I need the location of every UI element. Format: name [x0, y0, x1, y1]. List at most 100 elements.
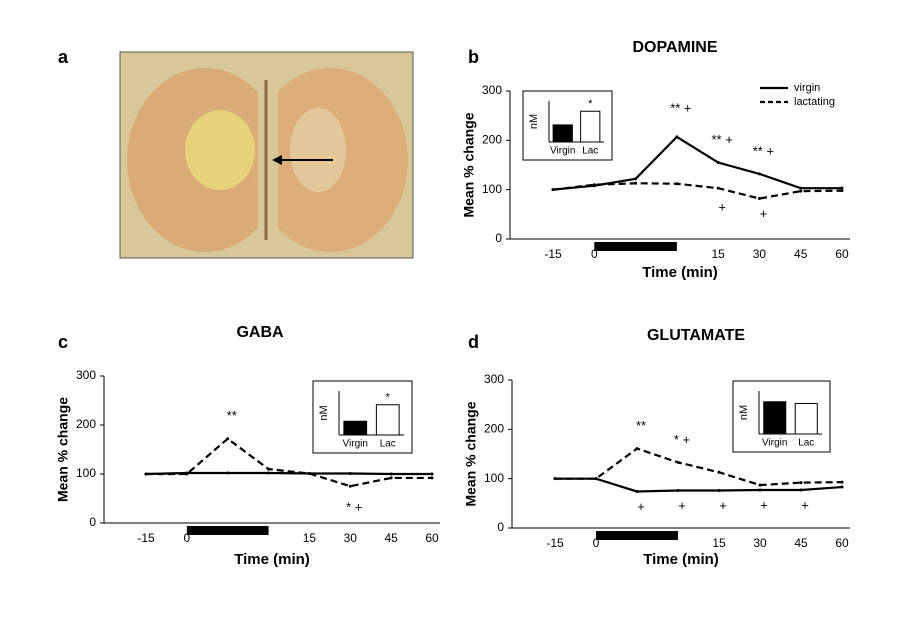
point [185, 472, 189, 476]
stimulus-bar [594, 242, 677, 251]
y-tick-label: 0 [497, 520, 504, 534]
inset-annotation: * [386, 392, 391, 404]
point [799, 481, 803, 485]
x-tick-label: 15 [712, 536, 726, 550]
inset-x-label: Virgin [762, 438, 787, 449]
point [799, 189, 803, 193]
annotation: * + [674, 432, 690, 447]
point [635, 489, 639, 493]
stimulus-bar [596, 531, 678, 540]
annotation: ** + [711, 132, 732, 147]
series-line [552, 182, 843, 200]
x-tick-label: 30 [753, 536, 767, 550]
y-tick-label: 100 [76, 466, 96, 480]
inset-y-label: nM [318, 405, 330, 420]
point [226, 437, 230, 441]
point [675, 182, 679, 186]
y-axis-label: Mean % change [55, 397, 71, 502]
annotation: + [760, 497, 768, 512]
y-tick-label: 0 [495, 231, 502, 245]
legend-label: virgin [794, 82, 820, 94]
y-tick-label: 200 [76, 417, 96, 431]
inset-bar [375, 404, 400, 436]
inset-bar [794, 402, 818, 435]
inset-bar [580, 110, 601, 143]
point [840, 186, 844, 190]
x-tick-label: 0 [593, 536, 600, 550]
series-line [555, 447, 843, 487]
point [758, 483, 762, 487]
annotation: + [801, 497, 809, 512]
annotation: ** + [670, 100, 691, 115]
panel-label: a [58, 47, 69, 67]
point [348, 484, 352, 488]
point [676, 489, 680, 493]
y-tick-label: 300 [76, 368, 96, 382]
point [840, 485, 844, 489]
annotation: ** + [753, 143, 774, 158]
inset-x-label: Virgin [550, 146, 575, 157]
point [389, 476, 393, 480]
annotation: + [718, 200, 726, 215]
x-tick-label: 45 [794, 247, 808, 261]
series-line [145, 471, 432, 476]
x-tick-label: 15 [711, 247, 725, 261]
annotation: * + [346, 500, 362, 515]
annotation: + [637, 499, 645, 514]
point [840, 480, 844, 484]
inset-bar [343, 420, 368, 436]
panel-label: c [58, 332, 68, 352]
point [635, 447, 639, 451]
x-tick-label: -15 [137, 531, 155, 545]
panel-label: d [468, 332, 479, 352]
inset-y-label: nM [528, 114, 540, 129]
y-axis-label: Mean % change [463, 401, 479, 506]
inset-x-label: Lac [798, 438, 814, 449]
point [634, 177, 638, 181]
point [634, 181, 638, 185]
x-tick-label: -15 [546, 536, 564, 550]
inset-x-label: Virgin [343, 439, 368, 450]
inset-bar [763, 401, 787, 435]
point [226, 471, 230, 475]
stimulus-bar [186, 526, 269, 535]
y-tick-label: 300 [484, 372, 504, 386]
x-tick-label: 15 [303, 531, 317, 545]
point [144, 472, 148, 476]
point [757, 197, 761, 201]
x-tick-label: -15 [544, 247, 562, 261]
inset-bar [552, 124, 573, 143]
chart-title: DOPAMINE [632, 39, 717, 56]
point [758, 488, 762, 492]
point [840, 189, 844, 193]
x-tick-label: 60 [835, 536, 849, 550]
x-tick-label: 30 [344, 531, 358, 545]
y-tick-label: 100 [482, 182, 502, 196]
x-tick-label: 0 [184, 531, 191, 545]
x-tick-label: 60 [835, 247, 849, 261]
y-tick-label: 0 [89, 515, 96, 529]
point [675, 135, 679, 139]
series-line [146, 437, 432, 488]
point [592, 183, 596, 187]
point [348, 472, 352, 476]
x-tick-label: 45 [794, 536, 808, 550]
point [799, 488, 803, 492]
y-tick-label: 100 [484, 471, 504, 485]
point [430, 472, 434, 476]
y-tick-label: 200 [482, 133, 502, 147]
annotation: ** [636, 418, 646, 433]
series-line [555, 477, 843, 493]
x-tick-label: 45 [384, 531, 398, 545]
point [553, 477, 557, 481]
legend-label: lactating [794, 96, 835, 108]
point [430, 476, 434, 480]
annotation: + [760, 206, 768, 221]
point [799, 186, 803, 190]
x-axis-label: Time (min) [643, 551, 719, 568]
point [717, 470, 721, 474]
annotation: + [719, 498, 727, 513]
inset-x-label: Lac [582, 146, 598, 157]
point [757, 172, 761, 176]
point [716, 161, 720, 165]
